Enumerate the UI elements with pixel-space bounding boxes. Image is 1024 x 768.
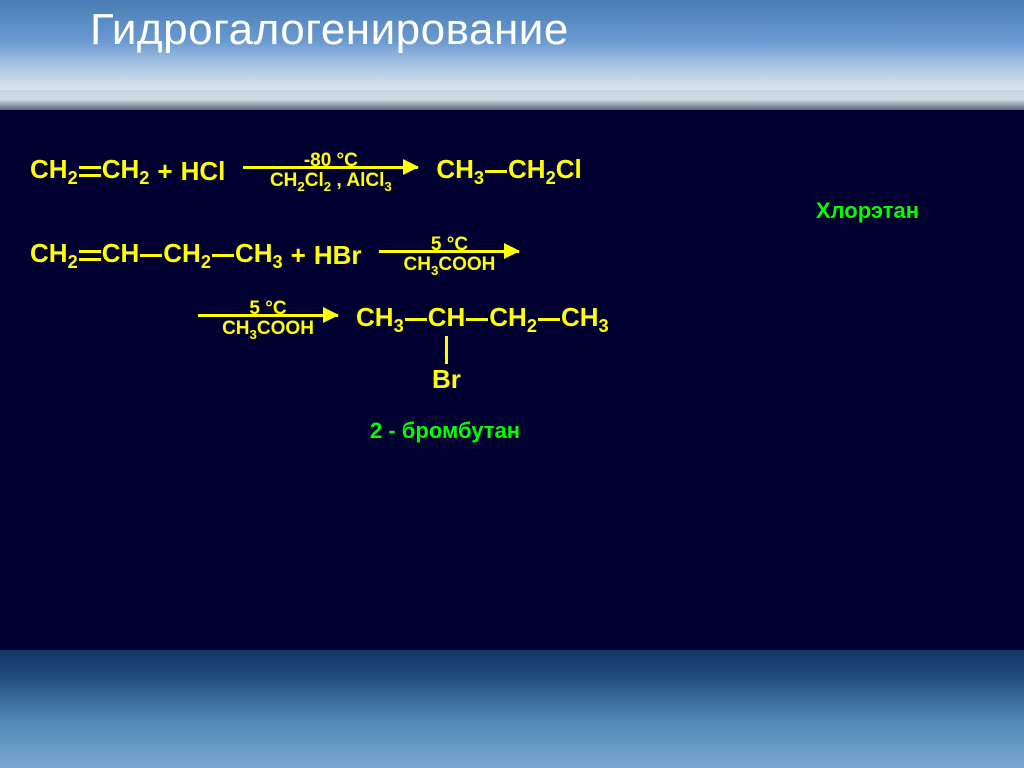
- s: 3: [384, 179, 391, 194]
- bond-icon: [140, 254, 162, 257]
- vertical-bond-icon: [445, 336, 448, 364]
- reaction-arrow: 5 °C CH3COOH: [198, 298, 338, 342]
- branched-carbon: CHBr: [428, 302, 466, 333]
- t: CH: [222, 318, 249, 339]
- double-bond-icon: [79, 166, 101, 177]
- s: 2: [68, 168, 78, 188]
- s: 3: [250, 326, 257, 341]
- s: 2: [68, 252, 78, 272]
- bond-icon: [466, 318, 488, 321]
- substituent-br: Br: [432, 364, 461, 395]
- t: CH: [436, 154, 474, 184]
- bond-icon: [485, 170, 507, 173]
- r1-reagent2: HCl: [181, 156, 226, 187]
- reaction-3: 5 °C CH3COOH CH3CHBrCH2CH3 2 - бромбутан: [30, 298, 1004, 342]
- product-name-bromobutane: 2 - бромбутан: [370, 418, 520, 444]
- t: CH: [561, 302, 599, 332]
- reaction-2: CH2CHCH2CH3 + HBr 5 °C CH3COOH: [30, 234, 1004, 278]
- product-name-chloroethane: Хлорэтан: [816, 198, 919, 224]
- r1-reagent1: CH2CH2: [30, 154, 149, 189]
- reaction-1: CH2CH2 + HCl -80 °C CH2Cl2 , AlCl3 CH3CH…: [30, 150, 1004, 194]
- arrow-condition-bottom: CH3COOH: [222, 318, 314, 342]
- s: 2: [546, 168, 556, 188]
- arrow-line-icon: [243, 166, 418, 169]
- r1-product: CH3CH2Cl: [436, 154, 581, 189]
- t: CH: [102, 238, 140, 268]
- r3-product: CH3CHBrCH2CH3: [356, 302, 609, 337]
- slide-title: Гидрогалогенирование: [90, 5, 569, 55]
- t: CH: [428, 302, 466, 333]
- t: CH: [270, 170, 297, 191]
- t: CH: [235, 238, 273, 268]
- t: ,: [331, 170, 346, 191]
- s: 2: [139, 168, 149, 188]
- plus-operator: +: [157, 156, 172, 187]
- arrow-line-icon: [379, 250, 519, 253]
- s: 2: [527, 316, 537, 336]
- t: Cl: [556, 154, 582, 184]
- content-region: CH2CH2 + HCl -80 °C CH2Cl2 , AlCl3 CH3CH…: [0, 110, 1024, 650]
- t: Cl: [305, 170, 324, 191]
- plus-operator: +: [291, 240, 306, 271]
- r2-reagent1: CH2CHCH2CH3: [30, 238, 283, 273]
- arrow-condition-bottom: CH2Cl2 , AlCl3: [270, 170, 392, 194]
- s: 2: [201, 252, 211, 272]
- t: CH: [102, 154, 140, 184]
- t: COOH: [438, 254, 495, 275]
- reaction-arrow: 5 °C CH3COOH: [379, 234, 519, 278]
- s: 2: [297, 179, 304, 194]
- bond-icon: [538, 318, 560, 321]
- reaction-arrow: -80 °C CH2Cl2 , AlCl3: [243, 150, 418, 194]
- s: 3: [599, 316, 609, 336]
- t: CH: [356, 302, 394, 332]
- t: CH: [30, 154, 68, 184]
- t: AlCl: [346, 170, 384, 191]
- double-bond-icon: [79, 250, 101, 261]
- t: CH: [508, 154, 546, 184]
- arrow-condition-bottom: CH3COOH: [404, 254, 496, 278]
- t: CH: [163, 238, 201, 268]
- t: COOH: [257, 318, 314, 339]
- arrow-line-icon: [198, 314, 338, 317]
- t: CH: [404, 254, 431, 275]
- s: 3: [394, 316, 404, 336]
- s: 3: [273, 252, 283, 272]
- header-region: Гидрогалогенирование: [0, 0, 1024, 110]
- bond-icon: [405, 318, 427, 321]
- s: 3: [474, 168, 484, 188]
- r2-reagent2: HBr: [314, 240, 362, 271]
- footer-region: [0, 650, 1024, 768]
- bond-icon: [212, 254, 234, 257]
- t: CH: [489, 302, 527, 332]
- t: CH: [30, 238, 68, 268]
